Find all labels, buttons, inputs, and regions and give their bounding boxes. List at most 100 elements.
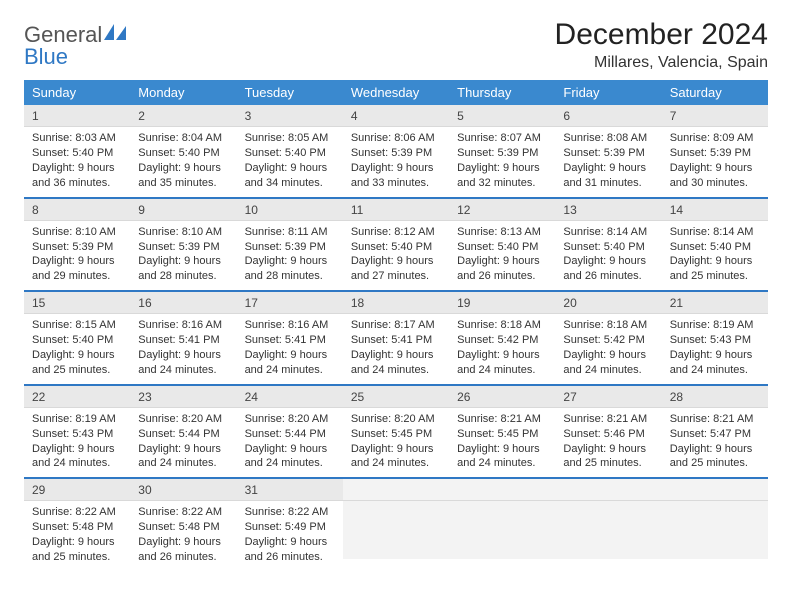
sunset-text: Sunset: 5:40 PM <box>245 146 335 161</box>
sunset-text: Sunset: 5:49 PM <box>245 520 335 535</box>
daylight-line2: and 24 minutes. <box>245 363 335 378</box>
brand-text: General Blue <box>24 24 126 68</box>
day-body: Sunrise: 8:15 AMSunset: 5:40 PMDaylight:… <box>24 314 130 383</box>
sunrise-text: Sunrise: 8:20 AM <box>245 412 335 427</box>
page-header: General Blue December 2024 Millares, Val… <box>24 18 768 72</box>
calendar-day-cell: 15Sunrise: 8:15 AMSunset: 5:40 PMDayligh… <box>24 290 130 384</box>
sunrise-text: Sunrise: 8:13 AM <box>457 225 547 240</box>
day-body: Sunrise: 8:20 AMSunset: 5:44 PMDaylight:… <box>237 408 343 477</box>
calendar-day-cell: 2Sunrise: 8:04 AMSunset: 5:40 PMDaylight… <box>130 105 236 197</box>
calendar-header-row: Sunday Monday Tuesday Wednesday Thursday… <box>24 80 768 105</box>
daylight-line2: and 24 minutes. <box>457 456 547 471</box>
sunset-text: Sunset: 5:41 PM <box>245 333 335 348</box>
calendar-table: Sunday Monday Tuesday Wednesday Thursday… <box>24 80 768 571</box>
day-body: Sunrise: 8:16 AMSunset: 5:41 PMDaylight:… <box>237 314 343 383</box>
col-sunday: Sunday <box>24 80 130 105</box>
day-number: 16 <box>130 290 236 314</box>
sunset-text: Sunset: 5:41 PM <box>351 333 441 348</box>
sunset-text: Sunset: 5:45 PM <box>351 427 441 442</box>
day-number: 2 <box>130 105 236 127</box>
sunrise-text: Sunrise: 8:10 AM <box>138 225 228 240</box>
sail-icon <box>104 24 126 44</box>
sunrise-text: Sunrise: 8:14 AM <box>563 225 653 240</box>
daylight-line2: and 31 minutes. <box>563 176 653 191</box>
day-body: Sunrise: 8:09 AMSunset: 5:39 PMDaylight:… <box>662 127 768 196</box>
daylight-line1: Daylight: 9 hours <box>351 348 441 363</box>
calendar-day-cell <box>555 477 661 571</box>
calendar-day-cell: 12Sunrise: 8:13 AMSunset: 5:40 PMDayligh… <box>449 197 555 291</box>
day-body: Sunrise: 8:14 AMSunset: 5:40 PMDaylight:… <box>662 221 768 290</box>
day-body: Sunrise: 8:20 AMSunset: 5:45 PMDaylight:… <box>343 408 449 477</box>
day-number: 11 <box>343 197 449 221</box>
calendar-day-cell: 6Sunrise: 8:08 AMSunset: 5:39 PMDaylight… <box>555 105 661 197</box>
daylight-line2: and 25 minutes. <box>32 550 122 565</box>
sunset-text: Sunset: 5:45 PM <box>457 427 547 442</box>
calendar-week-row: 22Sunrise: 8:19 AMSunset: 5:43 PMDayligh… <box>24 384 768 478</box>
daylight-line2: and 25 minutes. <box>670 269 760 284</box>
day-number: 4 <box>343 105 449 127</box>
sunset-text: Sunset: 5:48 PM <box>32 520 122 535</box>
calendar-day-cell: 16Sunrise: 8:16 AMSunset: 5:41 PMDayligh… <box>130 290 236 384</box>
calendar-day-cell: 11Sunrise: 8:12 AMSunset: 5:40 PMDayligh… <box>343 197 449 291</box>
sunrise-text: Sunrise: 8:19 AM <box>670 318 760 333</box>
day-number <box>662 477 768 501</box>
sunrise-text: Sunrise: 8:22 AM <box>32 505 122 520</box>
daylight-line1: Daylight: 9 hours <box>457 442 547 457</box>
calendar-day-cell: 5Sunrise: 8:07 AMSunset: 5:39 PMDaylight… <box>449 105 555 197</box>
calendar-day-cell: 13Sunrise: 8:14 AMSunset: 5:40 PMDayligh… <box>555 197 661 291</box>
calendar-page: General Blue December 2024 Millares, Val… <box>0 0 792 583</box>
day-body: Sunrise: 8:14 AMSunset: 5:40 PMDaylight:… <box>555 221 661 290</box>
calendar-day-cell: 18Sunrise: 8:17 AMSunset: 5:41 PMDayligh… <box>343 290 449 384</box>
sunset-text: Sunset: 5:39 PM <box>457 146 547 161</box>
sunrise-text: Sunrise: 8:21 AM <box>563 412 653 427</box>
day-number: 26 <box>449 384 555 408</box>
daylight-line1: Daylight: 9 hours <box>138 348 228 363</box>
sunset-text: Sunset: 5:39 PM <box>563 146 653 161</box>
daylight-line1: Daylight: 9 hours <box>670 254 760 269</box>
sunrise-text: Sunrise: 8:08 AM <box>563 131 653 146</box>
day-number: 21 <box>662 290 768 314</box>
sunrise-text: Sunrise: 8:16 AM <box>138 318 228 333</box>
day-body: Sunrise: 8:19 AMSunset: 5:43 PMDaylight:… <box>24 408 130 477</box>
daylight-line2: and 24 minutes. <box>138 456 228 471</box>
calendar-day-cell: 4Sunrise: 8:06 AMSunset: 5:39 PMDaylight… <box>343 105 449 197</box>
sunrise-text: Sunrise: 8:04 AM <box>138 131 228 146</box>
sunset-text: Sunset: 5:43 PM <box>32 427 122 442</box>
daylight-line2: and 25 minutes. <box>32 363 122 378</box>
calendar-day-cell: 14Sunrise: 8:14 AMSunset: 5:40 PMDayligh… <box>662 197 768 291</box>
calendar-day-cell: 21Sunrise: 8:19 AMSunset: 5:43 PMDayligh… <box>662 290 768 384</box>
sunset-text: Sunset: 5:39 PM <box>32 240 122 255</box>
day-number: 31 <box>237 477 343 501</box>
sunrise-text: Sunrise: 8:21 AM <box>457 412 547 427</box>
daylight-line1: Daylight: 9 hours <box>32 535 122 550</box>
sunrise-text: Sunrise: 8:18 AM <box>457 318 547 333</box>
daylight-line1: Daylight: 9 hours <box>351 442 441 457</box>
sunrise-text: Sunrise: 8:20 AM <box>138 412 228 427</box>
sunset-text: Sunset: 5:40 PM <box>457 240 547 255</box>
daylight-line1: Daylight: 9 hours <box>138 254 228 269</box>
daylight-line1: Daylight: 9 hours <box>670 161 760 176</box>
daylight-line1: Daylight: 9 hours <box>138 442 228 457</box>
calendar-day-cell <box>662 477 768 571</box>
col-tuesday: Tuesday <box>237 80 343 105</box>
daylight-line1: Daylight: 9 hours <box>563 254 653 269</box>
daylight-line2: and 24 minutes. <box>351 456 441 471</box>
daylight-line2: and 24 minutes. <box>457 363 547 378</box>
calendar-week-row: 1Sunrise: 8:03 AMSunset: 5:40 PMDaylight… <box>24 105 768 197</box>
day-number: 6 <box>555 105 661 127</box>
daylight-line1: Daylight: 9 hours <box>563 442 653 457</box>
day-body <box>662 501 768 559</box>
day-number <box>449 477 555 501</box>
col-thursday: Thursday <box>449 80 555 105</box>
sunrise-text: Sunrise: 8:21 AM <box>670 412 760 427</box>
day-number: 24 <box>237 384 343 408</box>
col-friday: Friday <box>555 80 661 105</box>
daylight-line1: Daylight: 9 hours <box>245 442 335 457</box>
day-body: Sunrise: 8:05 AMSunset: 5:40 PMDaylight:… <box>237 127 343 196</box>
calendar-day-cell <box>343 477 449 571</box>
sunset-text: Sunset: 5:40 PM <box>351 240 441 255</box>
day-number: 1 <box>24 105 130 127</box>
day-number: 27 <box>555 384 661 408</box>
calendar-week-row: 8Sunrise: 8:10 AMSunset: 5:39 PMDaylight… <box>24 197 768 291</box>
day-body <box>555 501 661 559</box>
